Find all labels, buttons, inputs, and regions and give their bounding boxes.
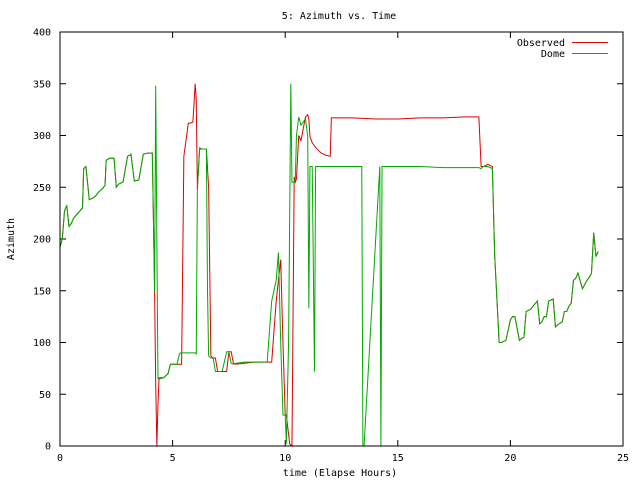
x-tick-label: 25 [617,453,629,464]
y-tick-label: 150 [33,286,51,297]
y-tick-label: 300 [33,131,51,142]
x-tick-label: 5 [170,453,176,464]
y-tick-label: 400 [33,28,51,39]
y-tick-label: 50 [39,390,51,401]
y-tick-label: 250 [33,183,51,194]
y-tick-label: 100 [33,338,51,349]
x-tick-label: 0 [57,453,63,464]
y-axis-label: Azimuth [6,218,17,260]
y-tick-label: 0 [45,442,51,453]
x-tick-label: 20 [504,453,516,464]
x-tick-label: 15 [392,453,404,464]
x-axis-label: time (Elapse Hours) [283,468,397,479]
legend-label: Observed [517,38,565,49]
plot-frame [59,31,624,447]
series-line-dome [59,83,599,447]
y-tick-label: 350 [33,79,51,90]
x-tick-label: 10 [279,453,291,464]
y-tick-label: 200 [33,235,51,246]
legend-label: Dome [541,49,565,60]
chart-title: 5: Azimuth vs. Time [282,11,396,22]
series-layer [59,83,599,448]
